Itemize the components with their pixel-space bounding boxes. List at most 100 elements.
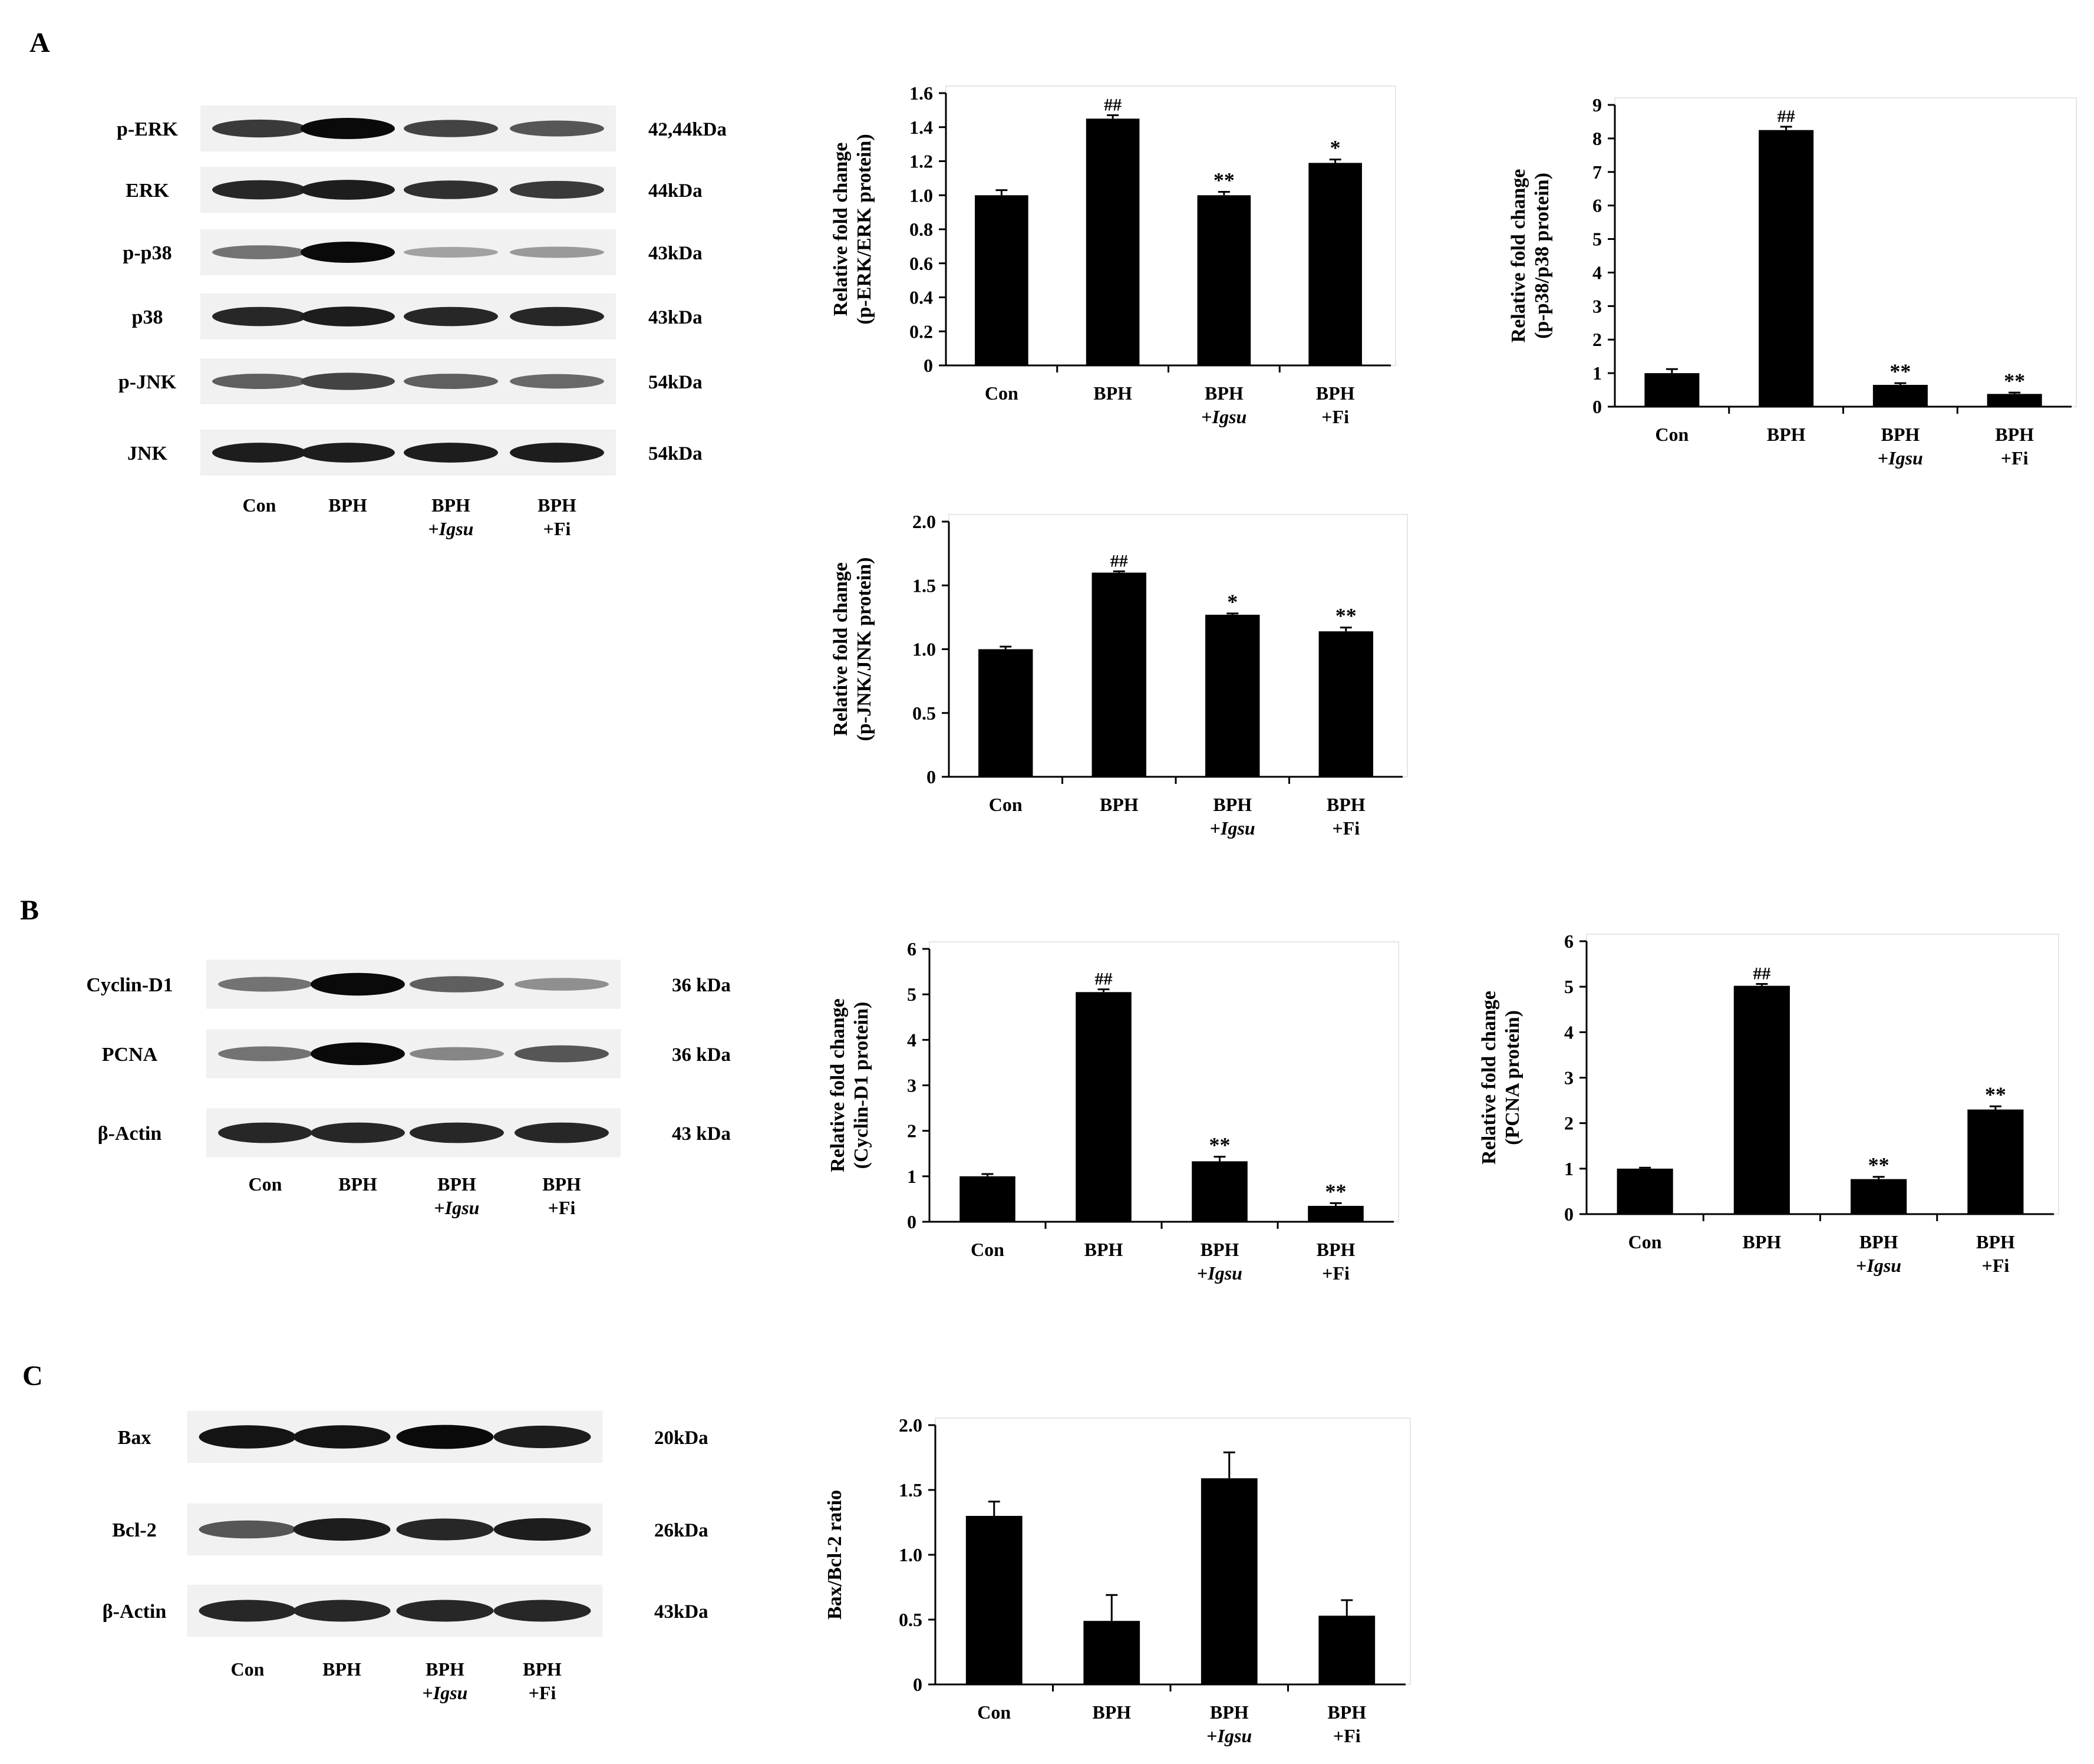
x-tick-label-line1: BPH	[1767, 424, 1806, 445]
blot-band	[404, 247, 498, 258]
y-tick-label: 0.5	[899, 1609, 922, 1630]
blot-band	[218, 1046, 312, 1061]
blot-band	[515, 1045, 609, 1063]
blot-row: p38 43kDa	[132, 294, 703, 339]
y-axis-label-line: (p-ERK/ERK protein)	[853, 134, 875, 324]
bar	[1987, 394, 2042, 407]
lane-label-line2: +Fi	[529, 1682, 556, 1703]
blot-row: Cyclin-D1 36 kDa	[86, 960, 731, 1009]
blot-row: p-ERK 42,44kDa	[117, 105, 727, 151]
lane-label-line1: BPH	[426, 1659, 464, 1680]
blot-band	[404, 374, 498, 389]
bar	[1201, 1478, 1258, 1684]
bar	[1617, 1168, 1673, 1214]
bar	[1197, 195, 1251, 365]
y-tick-label: 2	[907, 1120, 916, 1142]
y-tick-label: 0.8	[909, 219, 933, 240]
y-tick-label: 4	[907, 1029, 916, 1050]
kda-label: 43kDa	[648, 307, 703, 328]
protein-label: Bax	[118, 1427, 151, 1449]
significance-star: **	[1868, 1153, 1889, 1177]
blot-row: β-Actin 43kDa	[103, 1584, 708, 1637]
x-tick-label-line2: +Igsu	[1206, 1725, 1252, 1746]
blot-row: Bax 20kDa	[118, 1410, 708, 1463]
significance-hash: ##	[1110, 551, 1128, 571]
x-tick-label-line2: +Fi	[1332, 817, 1360, 839]
lane-label-line1: BPH	[542, 1173, 581, 1195]
lane-label-line2: +Igsu	[423, 1682, 468, 1703]
blot-band	[301, 180, 395, 200]
x-tick-label-line1: BPH	[1859, 1231, 1898, 1252]
protein-label: Cyclin-D1	[86, 974, 173, 996]
x-tick-label-line1: BPH	[1995, 424, 2034, 445]
x-tick-label-line1: BPH	[1093, 383, 1132, 404]
y-tick-label: 6	[907, 938, 916, 960]
blot-band	[404, 180, 498, 199]
kda-label: 43kDa	[654, 1601, 708, 1623]
x-tick-label-line1: Con	[985, 383, 1018, 404]
x-tick-label-line2: +Fi	[1333, 1725, 1361, 1746]
y-tick-label: 0.6	[909, 253, 933, 274]
blot-band	[515, 978, 609, 991]
lane-label-line2: +Fi	[543, 518, 571, 539]
y-tick-label: 1.6	[909, 83, 933, 104]
x-tick-label-line1: BPH	[1100, 794, 1139, 815]
x-tick-label-line1: BPH	[1327, 1702, 1366, 1723]
bar	[965, 1516, 1023, 1684]
blot-band	[199, 1520, 296, 1539]
protein-label: p38	[132, 306, 163, 328]
protein-label: JNK	[127, 443, 168, 464]
kda-label: 42,44kDa	[648, 119, 727, 140]
y-axis-label-line: (Cyclin-D1 protein)	[850, 1002, 872, 1169]
blot-band	[293, 1518, 391, 1541]
bar	[1759, 130, 1814, 407]
y-tick-label: 8	[1592, 128, 1602, 149]
blot-row: ERK 44kDa	[126, 167, 703, 213]
y-tick-label: 1.4	[909, 117, 933, 138]
blot-band	[493, 1518, 591, 1541]
bar	[978, 649, 1033, 777]
y-tick-label: 0	[1564, 1204, 1574, 1225]
x-tick-label-line2: +Igsu	[1197, 1262, 1242, 1284]
lane-label-line2: +Igsu	[428, 518, 474, 539]
blot-band	[301, 306, 395, 327]
lane-label-line1: BPH	[338, 1173, 377, 1195]
protein-label: ERK	[126, 180, 169, 202]
blot-row: p-JNK 54kDa	[118, 358, 703, 404]
blot-band	[510, 246, 604, 258]
blot-band	[212, 180, 306, 200]
significance-star: **	[1335, 604, 1357, 628]
lane-label-line1: BPH	[537, 494, 576, 516]
lane-label-line1: BPH	[523, 1659, 562, 1680]
x-tick-label-line1: BPH	[1084, 1239, 1123, 1260]
y-tick-label: 1.2	[909, 151, 933, 172]
bar	[1733, 985, 1790, 1214]
bar	[1091, 572, 1146, 777]
bar	[1076, 992, 1132, 1222]
blot-band	[301, 118, 395, 139]
bar	[1308, 163, 1362, 365]
blot-band	[218, 977, 312, 992]
blot-row: p-p38 43kDa	[123, 229, 703, 275]
x-tick-label-line1: BPH	[1742, 1231, 1781, 1252]
y-tick-label: 3	[1564, 1067, 1574, 1089]
y-axis-label-line: (PCNA protein)	[1502, 1010, 1523, 1145]
y-tick-label: 0.5	[912, 703, 936, 724]
x-tick-label-line1: BPH	[1327, 794, 1366, 815]
bar	[1318, 1615, 1376, 1684]
x-tick-label-line1: Con	[989, 794, 1023, 815]
y-tick-label: 3	[1592, 295, 1602, 316]
blot-band	[212, 443, 306, 463]
protein-label: PCNA	[102, 1044, 158, 1066]
significance-hash: ##	[1778, 107, 1795, 126]
y-axis-label: Bax/Bcl-2 ratio	[824, 1490, 846, 1620]
kda-label: 43kDa	[648, 243, 703, 264]
blot-band	[311, 972, 405, 996]
bar	[1192, 1161, 1248, 1222]
blot-band	[410, 976, 504, 993]
plot-frame	[1614, 97, 2077, 407]
bar	[1205, 615, 1260, 777]
y-tick-label: 0.4	[909, 287, 933, 308]
